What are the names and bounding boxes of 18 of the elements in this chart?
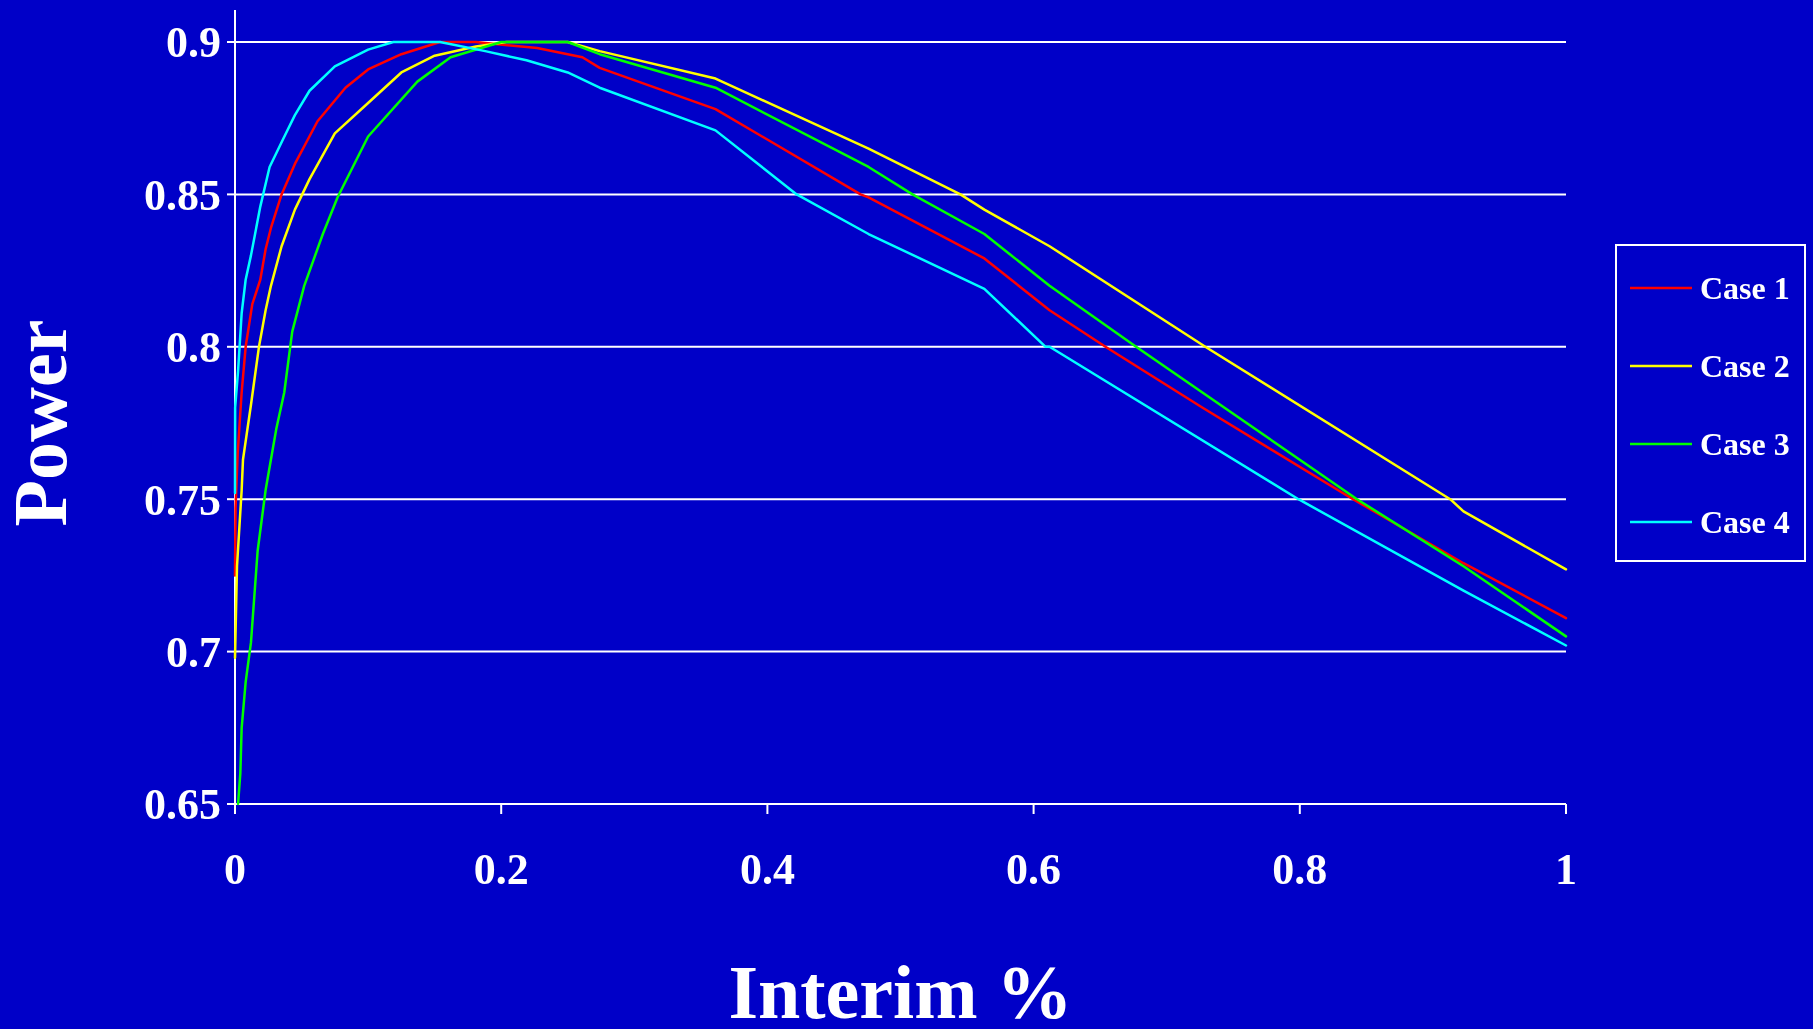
y-tick-label: 0.7 [166,628,221,677]
x-tick-label: 0 [224,845,246,894]
legend-label: Case 4 [1700,504,1790,541]
y-tick-label: 0.8 [166,323,221,373]
y-tick-label: 0.85 [144,170,221,220]
x-axis-title: Interim % [728,950,1073,1029]
x-tick-label: 0.4 [739,845,795,894]
x-tick-label: 1 [1555,845,1577,894]
legend-label: Case 2 [1700,348,1790,385]
y-axis-title: Power [0,319,82,527]
legend-label: Case 3 [1700,426,1790,463]
x-tick-label: 0.2 [473,845,529,894]
x-tick-label: 0.8 [1272,845,1328,894]
y-tick-label: 0.65 [144,780,221,830]
legend-label: Case 1 [1700,270,1790,307]
y-tick-label: 0.9 [166,18,221,68]
y-tick-label: 0.75 [144,475,221,525]
x-tick-label: 0.6 [1006,845,1062,894]
